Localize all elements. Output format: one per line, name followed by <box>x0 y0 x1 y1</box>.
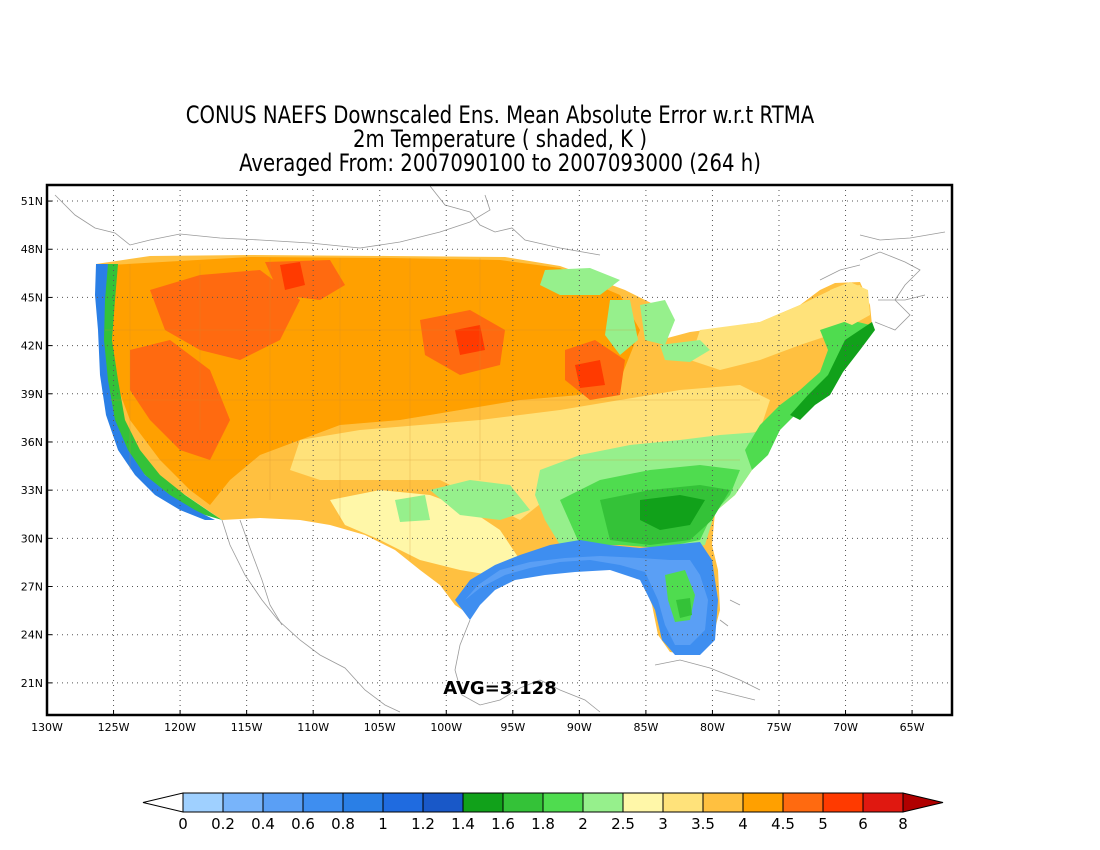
lon-tick-label: 80W <box>700 721 725 734</box>
colorbar-label: 6 <box>858 815 868 833</box>
lon-tick-label: 65W <box>900 721 925 734</box>
lat-tick-label: 42N <box>21 340 43 353</box>
colorbar-swatch <box>222 792 264 813</box>
colorbar-label: 0.4 <box>251 815 275 833</box>
colorbar-label: 1.8 <box>531 815 555 833</box>
lat-tick-label: 39N <box>21 388 43 401</box>
longitude-axis: 130W 125W 120W 115W 110W 105W 100W 95W 90W 85W 80W… <box>31 710 925 734</box>
chart-subtitle-variable: 2m Temperature ( shaded, K ) <box>352 125 648 153</box>
graticule-grid <box>47 185 952 715</box>
lat-tick-label: 24N <box>21 629 43 642</box>
colorbar-label: 4.5 <box>771 815 795 833</box>
lon-tick-label: 110W <box>297 721 329 734</box>
colorbar-swatch <box>502 792 544 813</box>
lon-tick-label: 100W <box>430 721 462 734</box>
colorbar-label: 0.6 <box>291 815 315 833</box>
lon-tick-label: 120W <box>164 721 196 734</box>
colorbar-swatch <box>782 792 824 813</box>
colorbar-label: 0.2 <box>211 815 235 833</box>
lon-tick-label: 105W <box>364 721 396 734</box>
colorbar-swatch <box>262 792 304 813</box>
colorbar-swatch <box>182 792 224 813</box>
latitude-axis: 51N 48N 45N 42N 39N 36N 33N 30N 27N 24N 21N <box>21 195 52 690</box>
colorbar-over-arrow <box>902 792 944 813</box>
lon-tick-label: 75W <box>767 721 792 734</box>
lat-tick-label: 36N <box>21 436 43 449</box>
lat-tick-label: 30N <box>21 532 43 545</box>
colorbar-swatch <box>462 792 504 813</box>
colorbar-swatch <box>742 792 784 813</box>
lon-tick-label: 95W <box>500 721 525 734</box>
colorbar-under-arrow <box>142 792 184 813</box>
colorbar-label: 1 <box>378 815 388 833</box>
colorbar-label: 2.5 <box>611 815 635 833</box>
colorbar-swatch <box>582 792 624 813</box>
lat-tick-label: 21N <box>21 677 43 690</box>
state-lines <box>105 258 760 560</box>
lat-tick-label: 45N <box>21 291 43 304</box>
lon-tick-label: 130W <box>31 721 63 734</box>
temperature-error-field <box>95 255 875 655</box>
colorbar-label: 5 <box>818 815 828 833</box>
lon-tick-label: 125W <box>98 721 130 734</box>
colorbar-swatch <box>662 792 704 813</box>
colorbar-label: 1.2 <box>411 815 435 833</box>
colorbar-swatch <box>302 792 344 813</box>
lon-tick-label: 90W <box>567 721 592 734</box>
colorbar-label: 0.8 <box>331 815 355 833</box>
lat-tick-label: 33N <box>21 484 43 497</box>
colorbar-swatch <box>622 792 664 813</box>
colorbar-label: 0 <box>178 815 188 833</box>
colorbar-label: 3.5 <box>691 815 715 833</box>
colorbar-label: 4 <box>738 815 748 833</box>
colorbar-label: 8 <box>898 815 908 833</box>
colorbar-swatch <box>862 792 904 813</box>
colorbar-label: 3 <box>658 815 668 833</box>
lon-tick-label: 115W <box>231 721 263 734</box>
map-frame <box>45 183 954 717</box>
colorbar-label: 1.4 <box>451 815 475 833</box>
colorbar-swatch <box>342 792 384 813</box>
colorbar-swatch <box>422 792 464 813</box>
coastline-outlines <box>54 185 946 713</box>
chart-title: CONUS NAEFS Downscaled Ens. Mean Absolut… <box>185 101 815 129</box>
lat-tick-label: 48N <box>21 243 43 256</box>
colorbar-label: 1.6 <box>491 815 515 833</box>
colorbar-swatch <box>702 792 744 813</box>
colorbar-swatch <box>822 792 864 813</box>
lat-tick-label: 51N <box>21 195 43 208</box>
colorbar-label: 2 <box>578 815 588 833</box>
colorbar: 0 0.2 0.4 0.6 0.8 1 1.2 1.4 1.6 1.8 2 2.5 3 3.5 4 4.5 5 6… <box>142 792 944 833</box>
lon-tick-label: 70W <box>833 721 858 734</box>
lon-tick-label: 85W <box>633 721 658 734</box>
colorbar-swatch <box>542 792 584 813</box>
colorbar-swatch <box>382 792 424 813</box>
lat-tick-label: 27N <box>21 581 43 594</box>
avg-label: AVG=3.128 <box>443 678 556 699</box>
chart-subtitle-period: Averaged From: 2007090100 to 2007093000 … <box>239 149 761 177</box>
